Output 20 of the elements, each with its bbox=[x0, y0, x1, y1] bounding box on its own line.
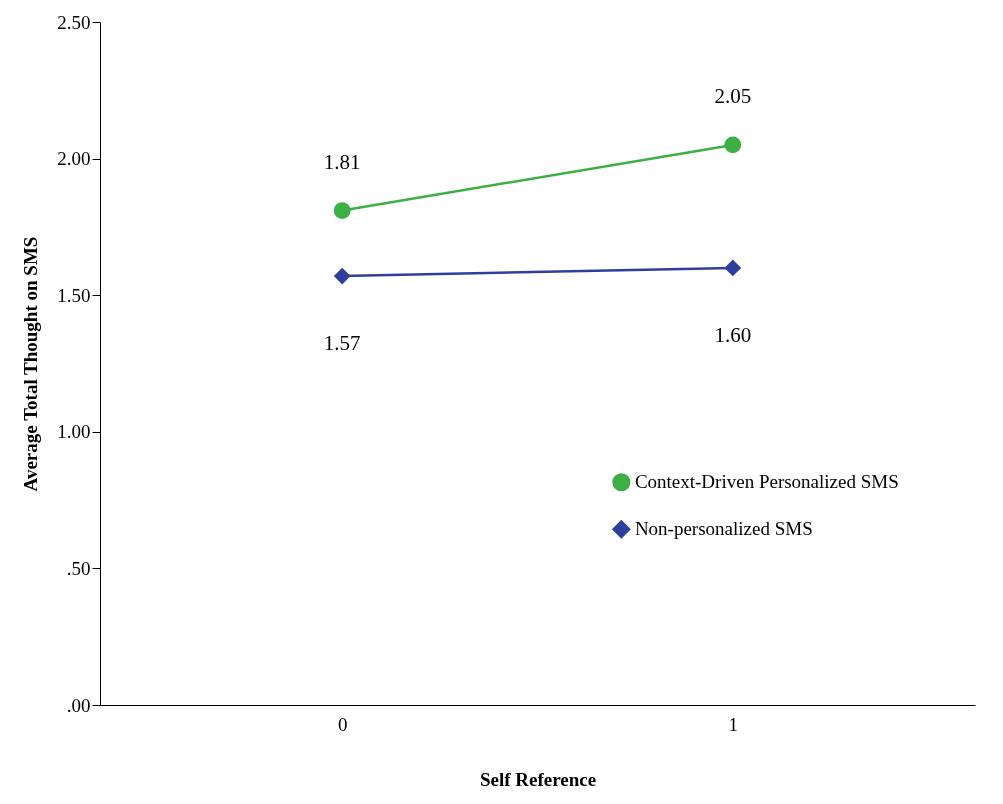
data-label: 1.60 bbox=[714, 322, 752, 347]
y-tick-label: .50 bbox=[66, 557, 91, 579]
legend-label: Context-Driven Personalized SMS bbox=[634, 471, 899, 493]
x-tick-label: 1 bbox=[728, 713, 739, 735]
data-label: 2.05 bbox=[714, 83, 752, 108]
point bbox=[724, 259, 742, 277]
point bbox=[724, 136, 742, 154]
data-label: 1.57 bbox=[323, 331, 361, 356]
y-tick-label: 2.00 bbox=[57, 148, 91, 170]
y-tick-label: 2.50 bbox=[57, 11, 91, 33]
x-tick-label: 0 bbox=[337, 713, 348, 735]
data-label: 1.81 bbox=[323, 149, 361, 174]
y-tick-label: 1.50 bbox=[57, 284, 91, 306]
point bbox=[333, 202, 351, 219]
y-tick-label: .00 bbox=[66, 694, 91, 716]
y-tick-label: 1.00 bbox=[57, 421, 91, 443]
x-axis-title: Self Reference bbox=[479, 768, 597, 790]
point bbox=[333, 267, 351, 285]
y-axis-title: Average Total Thought on SMS bbox=[20, 236, 42, 492]
legend-label: Non-personalized SMS bbox=[634, 518, 813, 540]
